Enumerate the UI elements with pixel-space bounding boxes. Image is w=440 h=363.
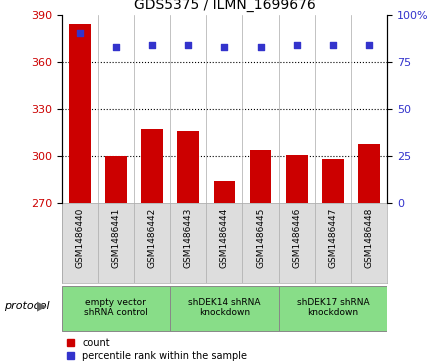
Bar <box>141 129 163 203</box>
Point <box>76 30 83 36</box>
Bar <box>177 131 199 203</box>
Text: GSM1486444: GSM1486444 <box>220 207 229 268</box>
Point <box>257 44 264 49</box>
Point <box>330 42 337 48</box>
Legend: count, percentile rank within the sample: count, percentile rank within the sample <box>66 337 248 362</box>
Text: shDEK17 shRNA
knockdown: shDEK17 shRNA knockdown <box>297 298 369 317</box>
Text: GSM1486448: GSM1486448 <box>365 207 374 268</box>
FancyBboxPatch shape <box>279 286 387 331</box>
Text: protocol: protocol <box>4 301 50 311</box>
Text: GSM1486440: GSM1486440 <box>75 207 84 268</box>
Point <box>112 44 119 49</box>
Bar <box>322 159 344 203</box>
Bar <box>69 24 91 203</box>
FancyBboxPatch shape <box>62 286 170 331</box>
Bar <box>286 155 308 203</box>
Point <box>293 42 300 48</box>
Bar <box>358 143 380 203</box>
Text: GSM1486441: GSM1486441 <box>111 207 121 268</box>
Text: GSM1486446: GSM1486446 <box>292 207 301 268</box>
Text: GSM1486443: GSM1486443 <box>184 207 193 268</box>
Text: empty vector
shRNA control: empty vector shRNA control <box>84 298 148 317</box>
Bar <box>105 156 127 203</box>
Point <box>149 42 156 48</box>
Bar <box>250 150 271 203</box>
Text: ▶: ▶ <box>37 299 47 313</box>
FancyBboxPatch shape <box>170 286 279 331</box>
Bar <box>213 181 235 203</box>
Point <box>221 44 228 49</box>
Text: GSM1486442: GSM1486442 <box>147 207 157 268</box>
Text: shDEK14 shRNA
knockdown: shDEK14 shRNA knockdown <box>188 298 260 317</box>
Text: GSM1486445: GSM1486445 <box>256 207 265 268</box>
Text: GSM1486447: GSM1486447 <box>328 207 337 268</box>
Title: GDS5375 / ILMN_1699676: GDS5375 / ILMN_1699676 <box>133 0 315 12</box>
Point <box>366 42 373 48</box>
Point <box>185 42 192 48</box>
